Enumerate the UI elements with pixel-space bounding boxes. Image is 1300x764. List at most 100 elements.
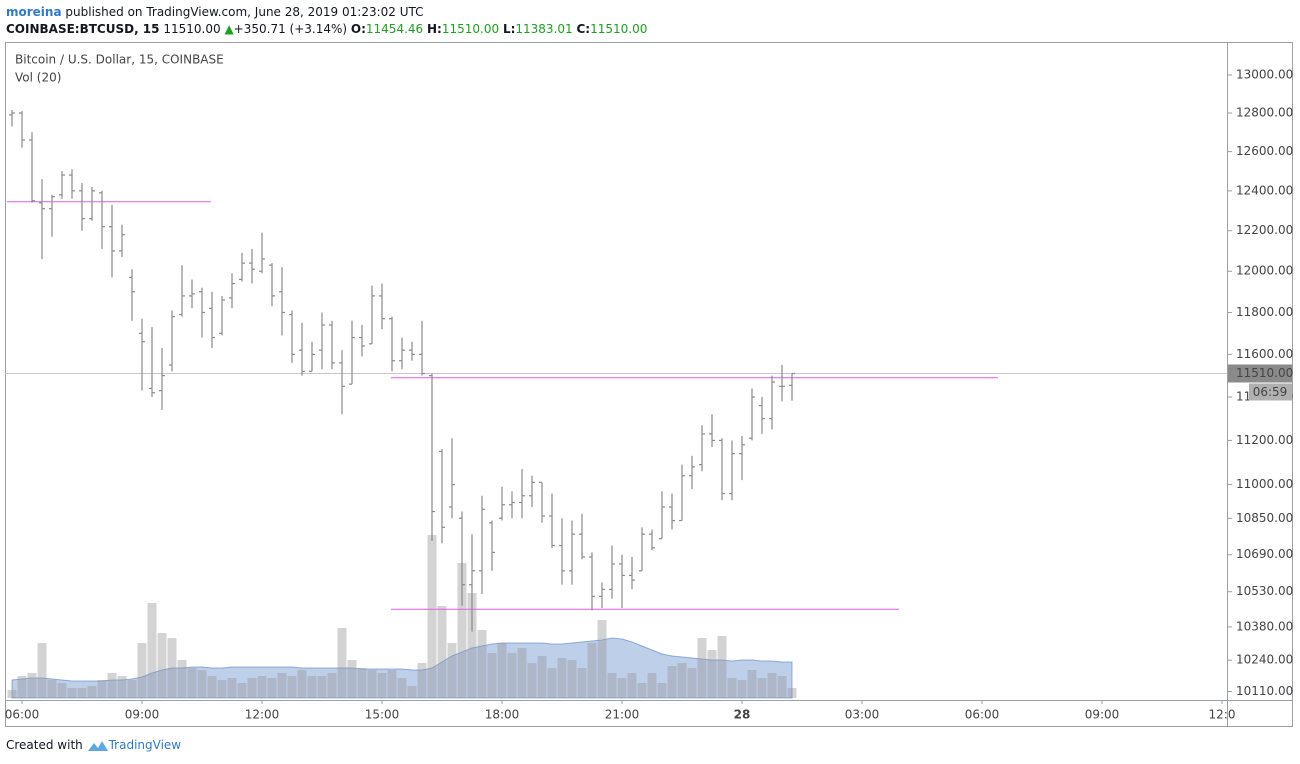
x-tick-label: 06:00 — [5, 708, 40, 722]
volume-bar — [787, 688, 797, 698]
volume-bar — [327, 673, 337, 698]
y-tick-label: 13000.00 — [1236, 67, 1293, 81]
y-tick-label: 10690.00 — [1236, 547, 1293, 561]
x-tick-label: 09:00 — [125, 708, 160, 722]
y-tick-label: 10380.00 — [1236, 619, 1293, 633]
volume-ma-area — [11, 637, 793, 699]
volume-bar — [197, 670, 207, 698]
chart-title: Bitcoin / U.S. Dollar, 15, COINBASE — [15, 53, 224, 67]
volume-bar — [357, 668, 367, 698]
volume-bar — [617, 678, 627, 698]
change: +350.71 (+3.14%) — [233, 22, 348, 36]
volume-bar — [767, 673, 777, 698]
countdown: 06:59 — [1253, 385, 1288, 399]
volume-bar — [507, 653, 517, 698]
volume-bar — [227, 678, 237, 698]
volume-bar — [127, 680, 137, 698]
volume-bar — [167, 638, 177, 698]
y-tick-label: 12600.00 — [1236, 144, 1293, 158]
volume-bar — [557, 658, 567, 698]
volume-bar — [267, 678, 277, 698]
volume-bar — [457, 563, 467, 698]
volume-bar — [447, 643, 457, 698]
last-price-label: 11510.00 — [1236, 366, 1293, 380]
x-tick-label: 18:00 — [485, 708, 520, 722]
x-tick-label: 09:00 — [1085, 708, 1120, 722]
volume-bar — [257, 676, 267, 698]
volume-bar — [177, 660, 187, 698]
x-tick-label: 12:00 — [245, 708, 280, 722]
x-tick-label: 28 — [734, 708, 751, 722]
volume-bar — [657, 683, 667, 698]
volume-bar — [317, 676, 327, 698]
volume-bar — [7, 690, 17, 698]
publish-info: published on TradingView.com, June 28, 2… — [65, 5, 424, 19]
brand[interactable]: TradingView — [108, 738, 182, 752]
volume-bar — [567, 660, 577, 698]
created-with: Created with — [6, 738, 83, 752]
x-tick-label: 03:00 — [845, 708, 880, 722]
ohlc-value: 11454.46 — [365, 22, 424, 36]
y-tick-label: 12400.00 — [1236, 183, 1293, 197]
ohlc-value: 11510.00 — [590, 22, 648, 36]
volume-bar — [377, 673, 387, 698]
x-tick-label: 15:00 — [365, 708, 400, 722]
volume-bar — [777, 676, 787, 698]
volume-bar — [17, 676, 27, 698]
volume-bar — [587, 643, 597, 698]
ohlc-label: H: — [427, 22, 442, 36]
y-tick-label: 12200.00 — [1236, 223, 1293, 237]
volume-bar — [247, 678, 257, 698]
y-tick-label: 11200.00 — [1236, 433, 1293, 447]
x-tick-label: 21:00 — [605, 708, 640, 722]
volume-bar — [737, 680, 747, 698]
volume-bar — [437, 606, 447, 698]
plot — [5, 110, 1227, 699]
volume-bar — [757, 678, 767, 698]
volume-bar — [497, 643, 507, 698]
y-tick-label: 12800.00 — [1236, 105, 1293, 119]
chart: Bitcoin / U.S. Dollar, 15, COINBASE Vol … — [5, 42, 1293, 727]
volume-bar — [607, 673, 617, 698]
y-tick-label: 11800.00 — [1236, 305, 1293, 319]
volume-bar — [97, 680, 107, 698]
ohlc-value: 11383.01 — [515, 22, 573, 36]
volume-bar — [727, 678, 737, 698]
volume-bar — [27, 673, 37, 698]
volume-bar — [717, 636, 727, 698]
volume-bar — [347, 660, 357, 698]
volume-bar — [367, 670, 377, 698]
x-tick-label: 06:00 — [965, 708, 1000, 722]
y-tick-label: 10240.00 — [1236, 653, 1293, 667]
volume-bar — [137, 643, 147, 698]
user-name[interactable]: moreina — [6, 5, 62, 19]
ohlc-value: 11510.00 — [441, 22, 500, 36]
ohlc-label: L: — [502, 22, 516, 36]
volume-bar — [217, 680, 227, 698]
volume-bar — [527, 663, 537, 698]
volume-bar — [707, 650, 717, 698]
volume-bar — [287, 676, 297, 698]
volume-bar — [297, 670, 307, 698]
volume-bar — [277, 673, 287, 698]
ohlc-label: C: — [576, 22, 591, 36]
volume-bar — [637, 683, 647, 698]
volume-bar — [147, 603, 157, 698]
volume-bar — [597, 620, 607, 698]
volume-bar — [37, 643, 47, 698]
volume-legend: Vol (20) — [15, 71, 61, 85]
volume-bar — [697, 638, 707, 698]
volume-bar — [647, 673, 657, 698]
logo-icon — [87, 740, 108, 751]
y-tick-label: 10530.00 — [1236, 584, 1293, 598]
volume-bar — [477, 630, 487, 698]
chart-frame — [5, 42, 1293, 727]
volume-bar — [107, 673, 117, 698]
volume-bar — [67, 688, 77, 698]
volume-bar — [667, 666, 677, 698]
x-tick-label: 12:0 — [1209, 708, 1236, 722]
volume-bar — [157, 633, 167, 698]
volume-bar — [537, 656, 547, 698]
volume-bar — [307, 676, 317, 698]
